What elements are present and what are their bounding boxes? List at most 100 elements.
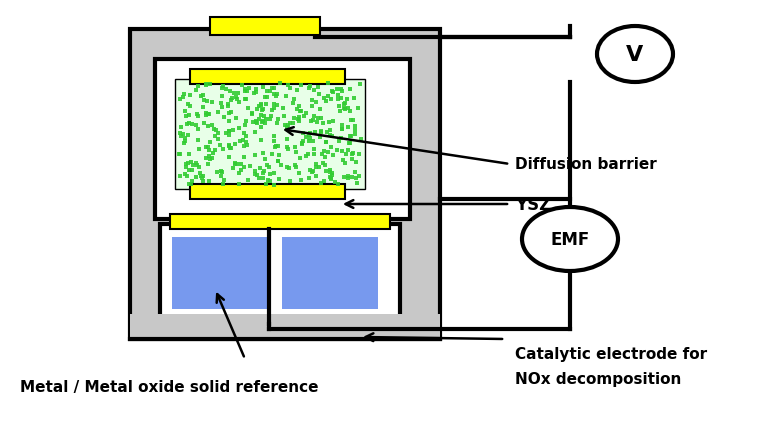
Point — [268, 85, 281, 92]
Point — [186, 168, 198, 175]
Bar — [175, 80, 365, 190]
Point — [321, 129, 333, 136]
Point — [353, 173, 365, 180]
Point — [232, 170, 245, 177]
Point — [208, 147, 221, 154]
Point — [288, 96, 300, 103]
Point — [330, 147, 343, 154]
Point — [257, 118, 269, 125]
Point — [326, 88, 339, 95]
Point — [317, 160, 329, 167]
Point — [257, 170, 269, 177]
Point — [317, 120, 329, 127]
Point — [268, 105, 281, 112]
Point — [253, 116, 265, 123]
Point — [202, 111, 215, 118]
Point — [267, 170, 280, 177]
Point — [343, 141, 356, 147]
Point — [179, 171, 191, 178]
Point — [191, 114, 204, 121]
Point — [281, 164, 293, 171]
Point — [312, 164, 325, 171]
Point — [288, 115, 301, 122]
Point — [257, 150, 270, 157]
Point — [230, 161, 243, 167]
Point — [218, 114, 230, 121]
Point — [200, 144, 212, 151]
Point — [346, 152, 359, 158]
Point — [228, 91, 240, 98]
Point — [180, 161, 192, 168]
Point — [281, 122, 294, 129]
Point — [222, 101, 235, 108]
Point — [318, 178, 330, 185]
Point — [259, 121, 271, 127]
Point — [212, 109, 224, 116]
Point — [277, 106, 289, 112]
Point — [181, 160, 194, 167]
Point — [325, 96, 337, 103]
Point — [305, 119, 317, 126]
Point — [336, 126, 348, 133]
Point — [234, 139, 246, 146]
Point — [182, 151, 195, 158]
Point — [217, 181, 229, 188]
Point — [335, 95, 347, 102]
Point — [183, 112, 195, 119]
Point — [335, 135, 347, 142]
Text: NOx decomposition: NOx decomposition — [515, 371, 681, 386]
Point — [216, 105, 229, 112]
Point — [193, 164, 205, 171]
Point — [303, 175, 315, 182]
Point — [239, 88, 251, 95]
Point — [255, 102, 267, 109]
Bar — [172, 237, 268, 309]
Point — [264, 164, 276, 170]
Point — [322, 94, 335, 101]
Point — [174, 151, 186, 158]
Point — [342, 106, 354, 112]
Point — [318, 148, 330, 155]
Point — [353, 81, 366, 88]
Point — [182, 121, 195, 127]
Point — [240, 133, 253, 140]
Point — [288, 120, 300, 127]
Point — [265, 113, 277, 120]
Point — [177, 94, 189, 101]
Point — [273, 176, 285, 183]
Point — [308, 88, 320, 95]
Point — [261, 95, 274, 101]
Point — [315, 130, 327, 136]
Point — [258, 113, 270, 120]
Point — [257, 176, 269, 182]
Point — [336, 122, 348, 129]
Point — [243, 163, 256, 170]
Point — [345, 118, 357, 124]
Point — [238, 164, 250, 171]
Point — [237, 144, 250, 150]
Point — [202, 144, 215, 151]
Point — [240, 96, 253, 103]
Point — [336, 86, 348, 93]
Point — [199, 155, 212, 162]
Point — [250, 89, 263, 96]
Point — [182, 101, 195, 108]
Point — [304, 83, 316, 90]
Point — [246, 110, 258, 117]
Point — [336, 149, 348, 155]
Point — [268, 92, 281, 98]
Point — [308, 114, 320, 121]
Point — [202, 161, 215, 168]
Point — [308, 146, 320, 153]
Point — [248, 90, 260, 97]
Point — [191, 162, 203, 169]
Point — [203, 147, 215, 154]
Point — [338, 174, 350, 181]
Point — [272, 158, 284, 165]
Point — [271, 120, 284, 127]
Point — [212, 130, 224, 137]
Point — [223, 132, 236, 139]
Point — [207, 150, 219, 157]
Point — [349, 169, 361, 176]
Point — [179, 138, 191, 145]
